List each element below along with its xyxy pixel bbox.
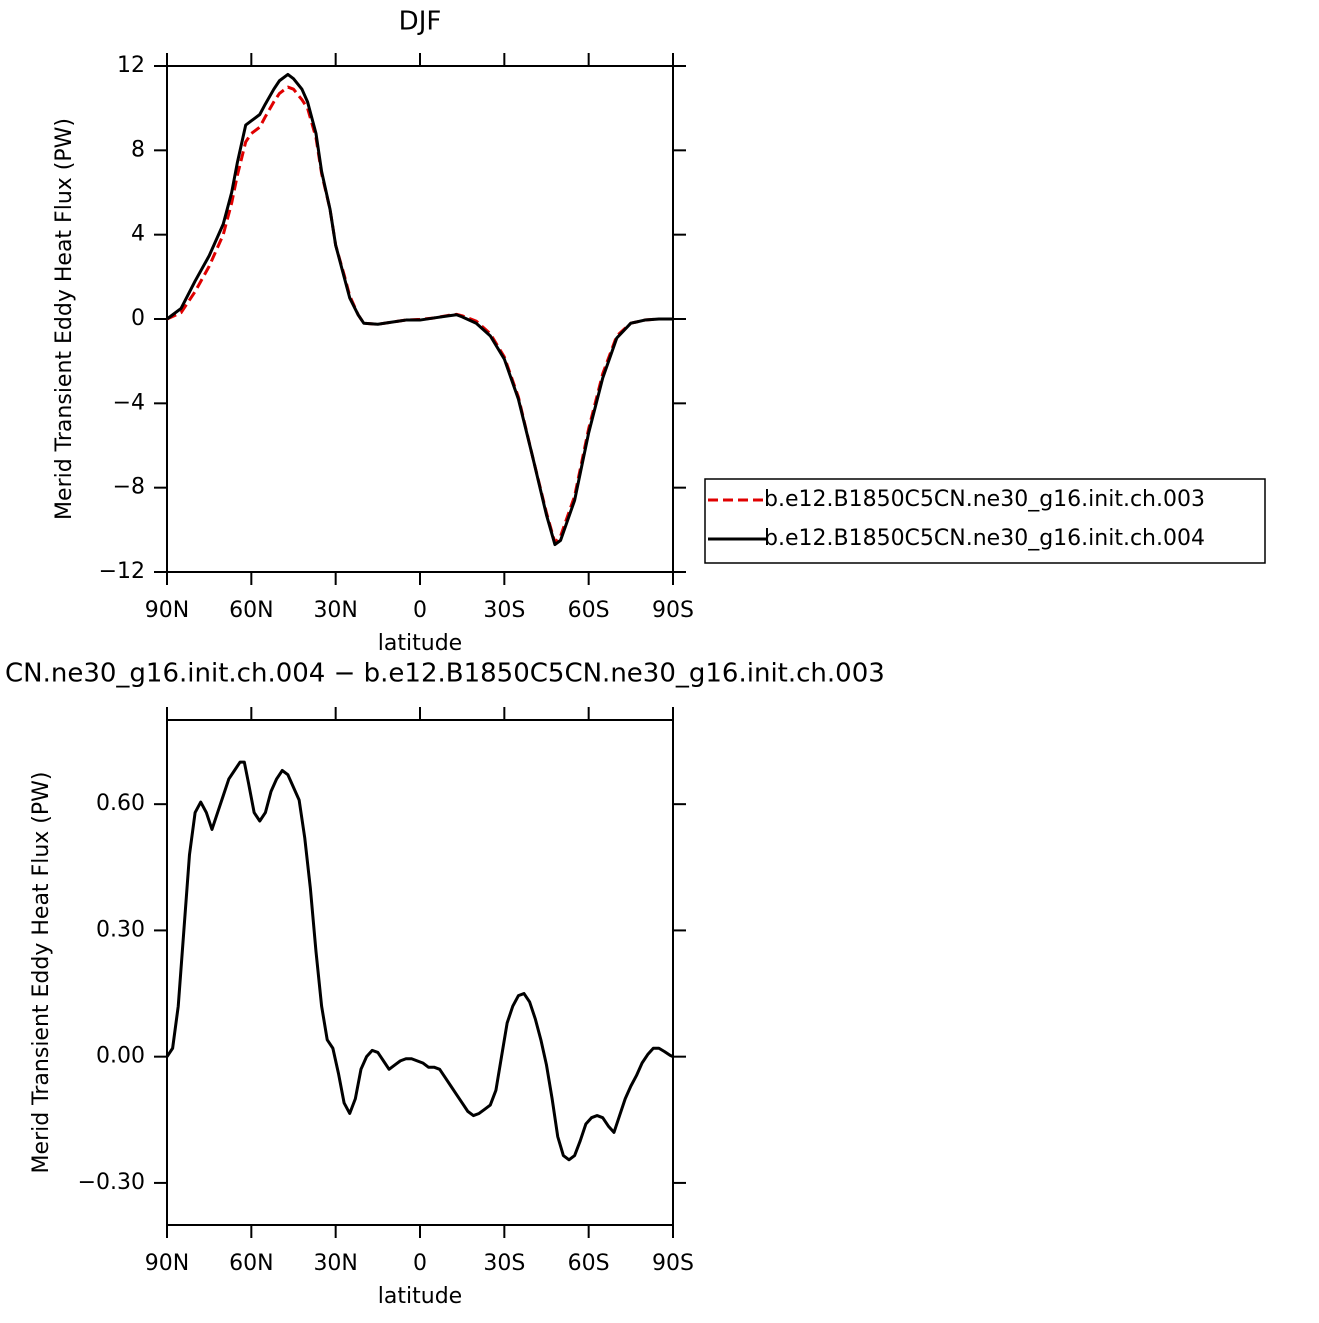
- y-tick-label: −0.30: [78, 1170, 145, 1195]
- x-tick-label: 30N: [313, 1251, 357, 1276]
- x-tick-label: 60N: [229, 1251, 273, 1276]
- y-tick-label: −8: [113, 475, 145, 500]
- y-tick-label: 8: [131, 137, 145, 162]
- x-axis-label: latitude: [378, 631, 462, 656]
- y-tick-label: 12: [117, 53, 145, 78]
- legend-label: b.e12.B1850C5CN.ne30_g16.init.ch.003: [764, 487, 1205, 512]
- x-tick-label: 0: [413, 598, 427, 623]
- data-line: [165, 760, 674, 1162]
- y-tick-label: 0.30: [96, 917, 145, 942]
- x-tick-label: 30S: [483, 598, 525, 623]
- x-tick-label: 30S: [483, 1251, 525, 1276]
- y-tick-label: 0: [131, 306, 145, 331]
- legend-box: [704, 478, 1266, 564]
- x-tick-label: 60S: [568, 598, 610, 623]
- x-tick-label: 90N: [145, 1251, 189, 1276]
- x-tick-label: 90N: [145, 598, 189, 623]
- x-tick-label: 30N: [313, 598, 357, 623]
- x-tick-label: 60S: [568, 1251, 610, 1276]
- y-tick-label: 0.00: [96, 1044, 145, 1069]
- x-tick-label: 90S: [652, 598, 694, 623]
- chart-title: CN.ne30_g16.init.ch.004 − b.e12.B1850C5C…: [5, 659, 885, 689]
- data-line: [166, 72, 673, 547]
- y-axis-label: Merid Transient Eddy Heat Flux (PW): [52, 118, 77, 520]
- y-tick-label: 0.60: [96, 791, 145, 816]
- x-tick-label: 0: [413, 1251, 427, 1276]
- x-tick-label: 90S: [652, 1251, 694, 1276]
- y-tick-label: −12: [99, 559, 145, 584]
- y-tick-label: −4: [113, 390, 145, 415]
- legend-label: b.e12.B1850C5CN.ne30_g16.init.ch.004: [764, 526, 1205, 551]
- data-line: [166, 85, 673, 544]
- y-axis-label: Merid Transient Eddy Heat Flux (PW): [29, 772, 54, 1174]
- x-axis-label: latitude: [378, 1284, 462, 1309]
- chart-title: DJF: [399, 7, 442, 37]
- plot-frame: [166, 719, 674, 1226]
- y-tick-label: 4: [131, 222, 145, 247]
- x-tick-label: 60N: [229, 598, 273, 623]
